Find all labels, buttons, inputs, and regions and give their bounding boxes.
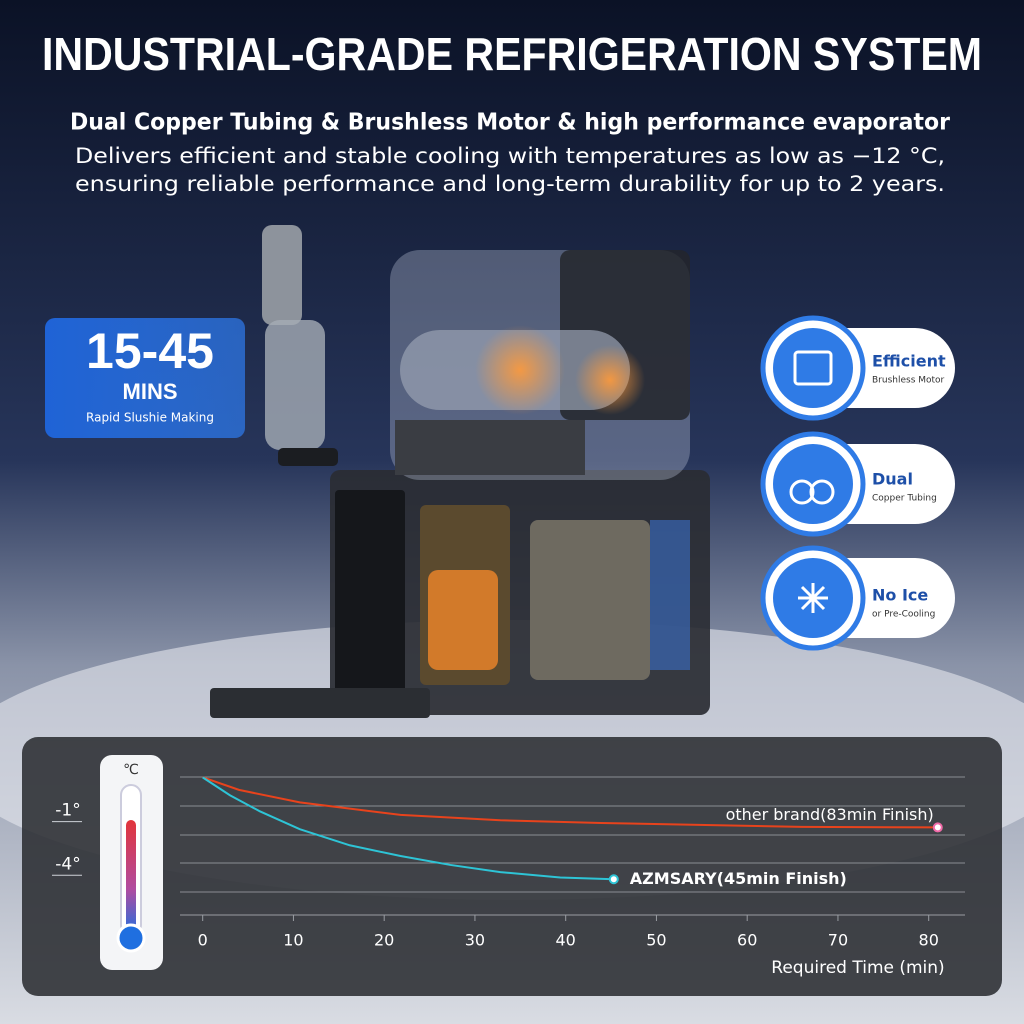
y-tick-label: -1° [55, 801, 80, 821]
badge-number: 15-45 [86, 323, 214, 379]
x-axis-label: Required Time (min) [771, 958, 944, 978]
description-line: ensuring reliable performance and long-t… [75, 172, 945, 196]
x-tick-label: 50 [646, 931, 666, 950]
machine [210, 225, 710, 718]
feature-caption: Copper Tubing [872, 494, 937, 504]
end-point [932, 822, 943, 833]
series-line [202, 776, 938, 829]
title: INDUSTRIAL-GRADE REFRIGERATION SYSTEM [42, 28, 982, 80]
chart-panel [22, 737, 1002, 996]
end-point [608, 874, 619, 885]
subtitle: Dual Copper Tubing & Brushless Motor & h… [70, 110, 951, 136]
thermometer-unit: ℃ [123, 762, 139, 778]
feature: Efficient Brushless Motor [760, 315, 955, 421]
y-tick-label: -4° [55, 854, 80, 874]
badge [45, 318, 245, 438]
x-tick-label: 70 [828, 931, 848, 950]
x-tick-label: 80 [919, 931, 939, 950]
x-tick-label: 40 [556, 931, 576, 950]
feature-caption: Brushless Motor [872, 376, 945, 386]
description-line: Delivers efficient and stable cooling wi… [75, 144, 945, 168]
feature-title: No Ice [872, 586, 928, 605]
feature-title: Efficient [872, 352, 946, 371]
series-label: other brand(83min Finish) [726, 805, 934, 824]
feature-title: Dual [872, 470, 913, 489]
badge-unit: MINS [123, 379, 178, 404]
feature-caption: or Pre-Cooling [872, 610, 935, 620]
x-tick-label: 60 [737, 931, 757, 950]
x-tick-label: 30 [465, 931, 485, 950]
series-label: AZMSARY(45min Finish) [630, 869, 847, 888]
feature: Dual Copper Tubing [760, 431, 955, 537]
guide-lines [180, 776, 965, 893]
x-tick-label: 10 [283, 931, 303, 950]
x-tick-label: 20 [374, 931, 394, 950]
badge-caption: Rapid Slushie Making [86, 411, 214, 425]
thermometer [100, 755, 163, 970]
series-line [202, 776, 614, 881]
x-tick-label: 0 [198, 931, 208, 950]
feature: No Ice or Pre-Cooling [760, 545, 955, 651]
